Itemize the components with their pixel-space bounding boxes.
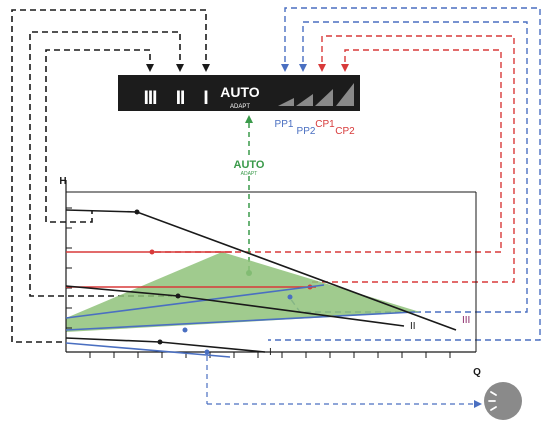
mode-arrowheads: [146, 64, 210, 72]
mode-ii-button[interactable]: II: [176, 88, 186, 109]
performance-graph: [65, 180, 477, 358]
night-mode-link: [206, 356, 482, 408]
connector-pp1: [268, 7, 541, 341]
x-axis-label: Q: [473, 367, 481, 378]
panel-adapt-label: ADAPT: [230, 104, 250, 110]
connector-mode-i: [11, 9, 207, 343]
pp1-label: PP1: [275, 119, 294, 130]
pressure-arrowheads: [281, 64, 349, 72]
curve-label-i: I: [269, 347, 272, 358]
curve-label-iii: III: [462, 315, 470, 326]
curve-label-ii: II: [410, 321, 416, 332]
panel-auto-label: AUTO: [220, 84, 260, 100]
pp-upper-curve: [65, 284, 325, 319]
control-panel: III II I AUTO ADAPT: [118, 75, 360, 111]
cp2-label: CP2: [335, 126, 355, 137]
auto-adapt-title: AUTO: [234, 159, 265, 171]
connector-pp2: [289, 21, 528, 313]
auto-adapt-subtitle: ADAPT: [241, 171, 258, 177]
cp1-icon[interactable]: [315, 89, 333, 106]
pp2-icon[interactable]: [296, 94, 313, 106]
night-mode-icon[interactable]: [484, 382, 522, 420]
auto-adapt-region: [66, 252, 420, 332]
connector-cp1: [312, 35, 515, 283]
pp2-label: PP2: [297, 126, 316, 137]
connector-mode-iii: [45, 49, 151, 223]
cp2-icon[interactable]: [336, 83, 354, 106]
mode-connectors: [11, 9, 207, 343]
y-axis-label: H: [59, 176, 66, 187]
cp1-label: CP1: [315, 119, 335, 130]
pp1-icon[interactable]: [278, 98, 294, 106]
pp1-curve: [65, 342, 231, 358]
pp2-curve: [65, 311, 416, 331]
mode-iii-button[interactable]: III: [144, 88, 159, 109]
mode-i-button[interactable]: I: [203, 88, 208, 109]
connector-mode-ii: [29, 31, 181, 297]
